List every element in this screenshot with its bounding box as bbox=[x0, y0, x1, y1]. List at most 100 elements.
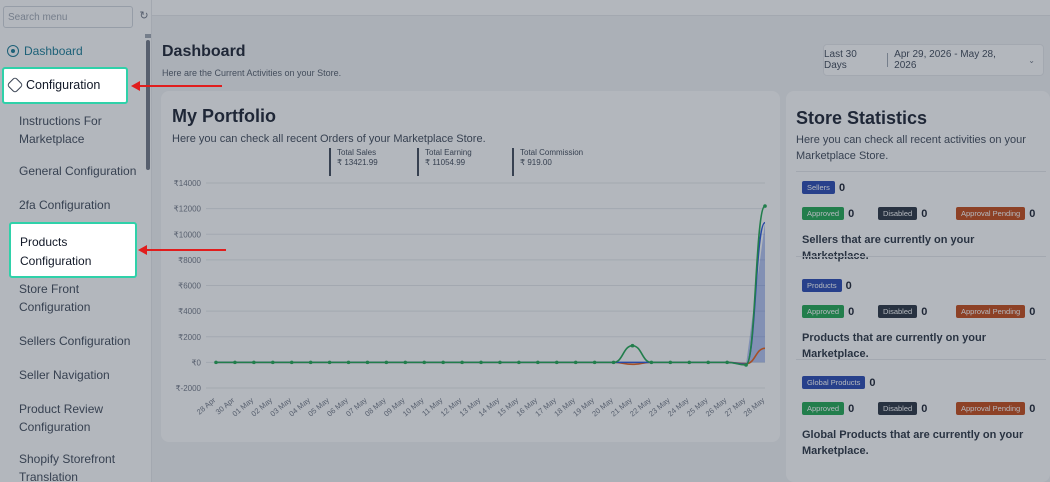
data-point[interactable] bbox=[573, 360, 578, 365]
y-tick-label: ₹4000 bbox=[178, 307, 201, 316]
data-point[interactable] bbox=[460, 360, 464, 365]
sidebar-item-label: Dashboard bbox=[24, 44, 83, 58]
pending-count: 0 bbox=[1029, 305, 1036, 318]
portfolio-subtitle: Here you can check all recent Orders of … bbox=[172, 133, 486, 145]
data-point[interactable] bbox=[270, 360, 275, 365]
sidebar-item-label: Seller Navigation bbox=[19, 368, 110, 382]
sidebar-item-shopify-storefront-translation[interactable]: Shopify Storefront Translation bbox=[0, 450, 145, 482]
series-area-total-earning bbox=[216, 222, 765, 365]
date-preset: Last 30 Days bbox=[824, 49, 857, 71]
sidebar-item-general-configuration[interactable]: General Configuration bbox=[0, 162, 145, 180]
y-tick-label: ₹-2000 bbox=[175, 384, 201, 393]
data-point[interactable] bbox=[233, 360, 237, 365]
data-point[interactable] bbox=[252, 360, 256, 365]
sidebar-item-label: Store Front Configuration bbox=[19, 282, 91, 314]
callout-configuration[interactable]: Configuration bbox=[2, 67, 128, 104]
stat-status-row: Approved 0 Disabled 0 Approval Pending 0 bbox=[802, 305, 1050, 319]
data-point[interactable] bbox=[536, 360, 540, 365]
legend-name: Total Sales bbox=[337, 148, 377, 157]
data-point[interactable] bbox=[649, 360, 654, 365]
data-point[interactable] bbox=[744, 363, 748, 367]
legend-value: ₹ 13421.99 bbox=[337, 158, 378, 167]
data-point[interactable] bbox=[289, 360, 294, 365]
data-point[interactable] bbox=[592, 360, 597, 365]
global-products-count: 0 bbox=[869, 376, 876, 389]
data-point[interactable] bbox=[725, 360, 729, 365]
portfolio-chart: ₹14000 ₹12000 ₹10000 ₹8000 ₹6000 ₹4000 ₹2000 ₹0… bbox=[174, 179, 767, 418]
divider bbox=[796, 359, 1046, 360]
products-badge: Products bbox=[802, 279, 842, 292]
sidebar-item-instructions[interactable]: Instructions For Marketplace bbox=[0, 112, 145, 148]
search-menu-input[interactable] bbox=[3, 6, 133, 28]
date-separator bbox=[887, 53, 889, 67]
data-point[interactable] bbox=[763, 204, 767, 208]
y-tick-label: ₹0 bbox=[191, 358, 201, 367]
data-point[interactable] bbox=[422, 360, 427, 365]
global-products-badge: Global Products bbox=[802, 376, 866, 389]
stat-status-row: Approved 0 Disabled 0 Approval Pending 0 bbox=[802, 402, 1050, 416]
data-point[interactable] bbox=[441, 360, 445, 365]
data-point[interactable] bbox=[365, 360, 370, 365]
sidebar-item-label: Configuration bbox=[26, 78, 101, 92]
data-point[interactable] bbox=[687, 360, 692, 365]
data-point[interactable] bbox=[403, 360, 408, 365]
scrollbar-arrow-up[interactable] bbox=[145, 34, 151, 38]
approved-count: 0 bbox=[848, 305, 855, 318]
sidebar-item-label: Sellers Configuration bbox=[19, 334, 131, 348]
disabled-count: 0 bbox=[921, 402, 928, 415]
legend-total-sales[interactable]: Total Sales ₹ 13421.99 bbox=[329, 148, 378, 176]
data-point[interactable] bbox=[630, 343, 635, 348]
stat-description: Sellers that are currently on your Marke… bbox=[802, 234, 975, 262]
data-point[interactable] bbox=[668, 360, 673, 365]
data-point[interactable] bbox=[479, 360, 483, 365]
legend-total-earning[interactable]: Total Earning ₹ 11054.99 bbox=[417, 148, 472, 176]
data-point[interactable] bbox=[327, 360, 332, 365]
sidebar-search: ↻ bbox=[3, 6, 153, 28]
sidebar-item-product-review-configuration[interactable]: Product Review Configuration bbox=[0, 400, 145, 436]
stats-subtitle: Here you can check all recent activities… bbox=[796, 134, 1026, 162]
y-tick-label: ₹2000 bbox=[178, 333, 201, 342]
sidebar-item-seller-navigation[interactable]: Seller Navigation bbox=[0, 366, 145, 384]
callout-products-configuration[interactable]: Products Configuration bbox=[9, 222, 137, 278]
sidebar-item-dashboard[interactable]: Dashboard bbox=[0, 42, 145, 60]
stat-description: Products that are currently on your Mark… bbox=[802, 332, 986, 360]
data-point[interactable] bbox=[346, 360, 351, 365]
sidebar-item-label: General Configuration bbox=[19, 164, 137, 178]
sidebar-item-label: Instructions For Marketplace bbox=[19, 114, 102, 146]
approved-badge: Approved bbox=[802, 402, 845, 415]
approved-badge: Approved bbox=[802, 305, 845, 318]
data-point[interactable] bbox=[517, 360, 521, 365]
approved-count: 0 bbox=[848, 402, 855, 415]
y-tick-label: ₹6000 bbox=[178, 282, 201, 291]
sidebar-scrollbar[interactable] bbox=[146, 40, 150, 170]
refresh-icon[interactable]: ↻ bbox=[139, 10, 149, 22]
sidebar-item-label: Shopify Storefront Translation bbox=[19, 452, 116, 482]
data-point[interactable] bbox=[611, 360, 616, 365]
data-point[interactable] bbox=[498, 360, 502, 365]
sidebar-item-sellers-configuration[interactable]: Sellers Configuration bbox=[0, 332, 145, 350]
disabled-badge: Disabled bbox=[878, 305, 918, 318]
sidebar-item-2fa-configuration[interactable]: 2fa Configuration bbox=[0, 196, 145, 214]
pending-group: Approval Pending 0 bbox=[956, 305, 1035, 318]
sidebar-item-configuration[interactable]: Configuration bbox=[6, 76, 101, 94]
pending-group: Approval Pending 0 bbox=[956, 207, 1035, 220]
page-title: Dashboard bbox=[162, 43, 246, 60]
disabled-badge: Disabled bbox=[878, 402, 918, 415]
date-range-picker[interactable]: Last 30 Days Apr 29, 2026 - May 28, 2026… bbox=[823, 44, 1044, 76]
sidebar-item-products-configuration[interactable]: Products Configuration bbox=[20, 235, 92, 268]
sidebar-item-store-front-configuration[interactable]: Store Front Configuration bbox=[0, 280, 145, 316]
data-point[interactable] bbox=[554, 360, 559, 365]
data-point[interactable] bbox=[308, 360, 313, 365]
disabled-count: 0 bbox=[921, 305, 928, 318]
legend-total-commission[interactable]: Total Commission ₹ 919.00 bbox=[512, 148, 583, 176]
divider bbox=[796, 256, 1046, 257]
disabled-group: Disabled 0 bbox=[878, 305, 927, 318]
divider bbox=[796, 171, 1046, 172]
x-tick-label: 10 May bbox=[401, 395, 426, 418]
data-point[interactable] bbox=[384, 360, 389, 365]
y-tick-label: ₹10000 bbox=[174, 230, 202, 239]
y-tick-label: ₹12000 bbox=[174, 205, 202, 214]
data-point[interactable] bbox=[214, 360, 218, 365]
approved-group: Approved 0 bbox=[802, 402, 854, 415]
data-point[interactable] bbox=[706, 360, 711, 365]
